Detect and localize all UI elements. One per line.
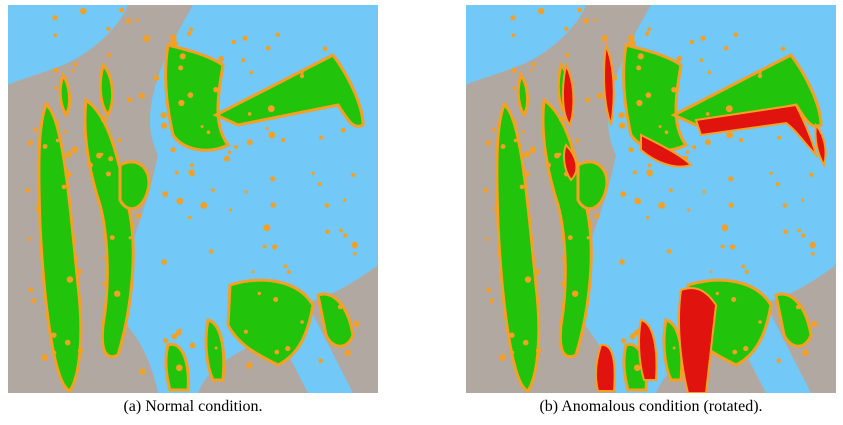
caption: (a) Normal condition.: [8, 398, 378, 416]
map: [8, 5, 378, 393]
map-normal: [8, 5, 378, 393]
page: {"figure": {"panels": [ {"caption": "(a)…: [0, 0, 843, 425]
map-anomalous: [466, 5, 836, 393]
caption: (b) Anomalous condition (rotated).: [466, 398, 836, 416]
